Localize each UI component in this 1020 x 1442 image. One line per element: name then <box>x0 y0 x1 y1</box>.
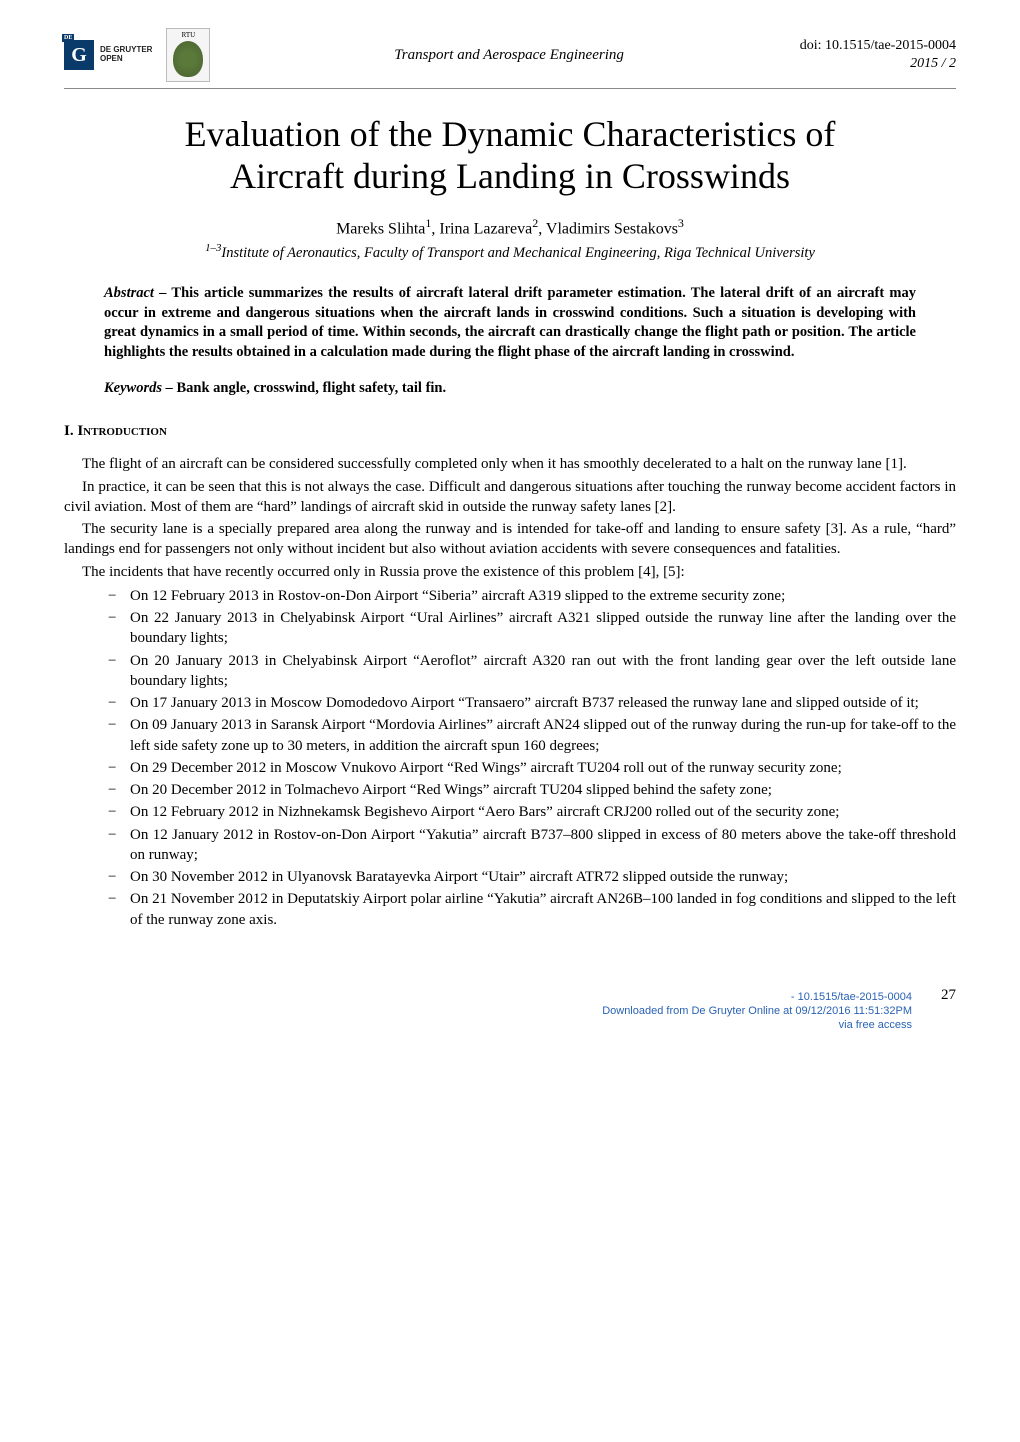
abstract-text: This article summarizes the results of a… <box>104 285 916 360</box>
list-item: On 21 November 2012 in Deputatskiy Airpo… <box>108 889 956 930</box>
header-left: DE G DE GRUYTER OPEN RTU <box>64 28 210 82</box>
list-item: On 20 January 2013 in Chelyabinsk Airpor… <box>108 651 956 692</box>
paragraph: The flight of an aircraft can be conside… <box>64 454 956 474</box>
incident-list: On 12 February 2013 in Rostov-on-Don Air… <box>108 586 956 930</box>
page-number: 27 <box>941 986 956 1006</box>
affiliation: 1–3Institute of Aeronautics, Faculty of … <box>64 242 956 262</box>
issue: 2015 / 2 <box>800 55 956 73</box>
degruyter-de-badge: DE <box>62 34 74 42</box>
list-item: On 09 January 2013 in Saransk Airport “M… <box>108 715 956 756</box>
page-footer: 27 - 10.1515/tae-2015-0004 Downloaded fr… <box>64 990 956 1033</box>
degruyter-logo: DE G DE GRUYTER OPEN <box>64 40 152 70</box>
degruyter-text: DE GRUYTER OPEN <box>100 46 152 64</box>
page-header: DE G DE GRUYTER OPEN RTU Transport and A… <box>64 28 956 89</box>
list-item: On 30 November 2012 in Ulyanovsk Baratay… <box>108 867 956 887</box>
keywords-label: Keywords – <box>104 380 173 396</box>
list-item: On 20 December 2012 in Tolmachevo Airpor… <box>108 780 956 800</box>
footer-via: via free access <box>64 1018 912 1032</box>
paragraph: In practice, it can be seen that this is… <box>64 477 956 518</box>
journal-title: Transport and Aerospace Engineering <box>218 47 799 64</box>
doi: doi: 10.1515/tae-2015-0004 <box>800 37 956 55</box>
list-item: On 22 January 2013 in Chelyabinsk Airpor… <box>108 608 956 649</box>
footer-downloaded: Downloaded from De Gruyter Online at 09/… <box>64 1004 912 1018</box>
list-item: On 12 February 2012 in Nizhnekamsk Begis… <box>108 802 956 822</box>
keywords: Keywords – Bank angle, crosswind, flight… <box>104 380 916 397</box>
degruyter-g-icon: DE G <box>64 40 94 70</box>
authors: Mareks Slihta1, Irina Lazareva2, Vladimi… <box>64 216 956 238</box>
section-heading: I. Introduction <box>64 423 956 440</box>
abstract-label: Abstract – <box>104 285 166 301</box>
header-right: doi: 10.1515/tae-2015-0004 2015 / 2 <box>800 37 956 73</box>
article-title: Evaluation of the Dynamic Characteristic… <box>64 113 956 198</box>
rtu-logo: RTU <box>166 28 210 82</box>
list-item: On 29 December 2012 in Moscow Vnukovo Ai… <box>108 758 956 778</box>
rtu-crest-icon <box>173 41 203 77</box>
list-item: On 17 January 2013 in Moscow Domodedovo … <box>108 693 956 713</box>
list-item: On 12 January 2012 in Rostov-on-Don Airp… <box>108 825 956 866</box>
keywords-text: Bank angle, crosswind, flight safety, ta… <box>173 380 446 396</box>
paragraph: The incidents that have recently occurre… <box>64 562 956 582</box>
list-item: On 12 February 2013 in Rostov-on-Don Air… <box>108 586 956 606</box>
footer-doi: - 10.1515/tae-2015-0004 <box>64 990 912 1004</box>
paragraph: The security lane is a specially prepare… <box>64 519 956 560</box>
abstract: Abstract – This article summarizes the r… <box>104 284 916 362</box>
